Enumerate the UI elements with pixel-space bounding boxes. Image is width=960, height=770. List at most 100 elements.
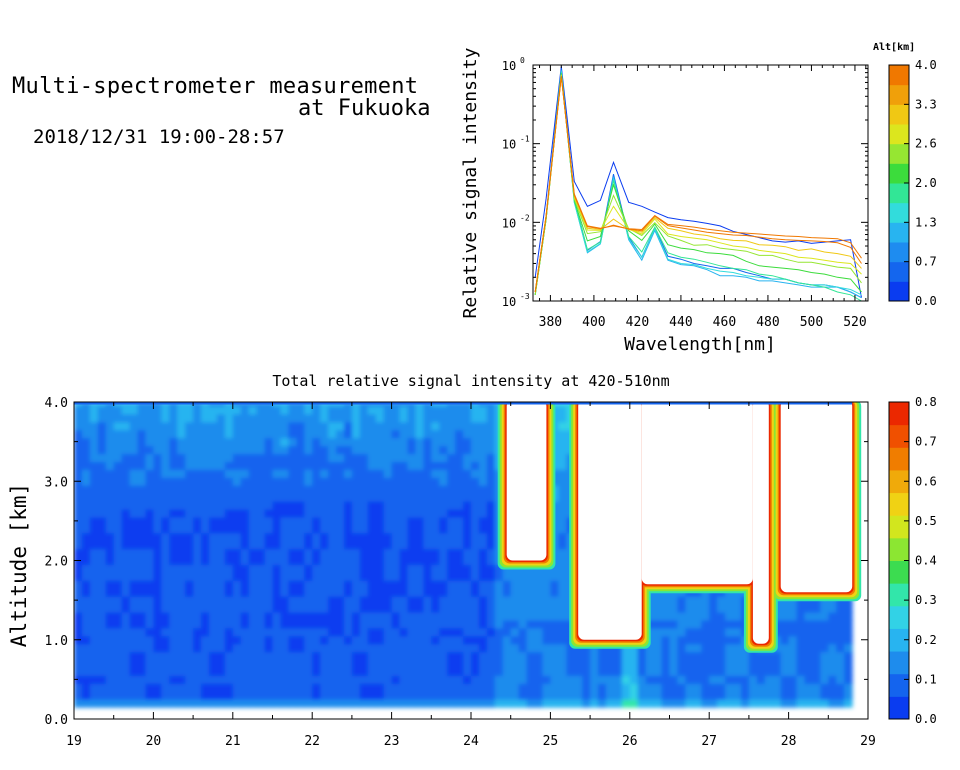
heatmap-cell: [518, 683, 528, 692]
heatmap-cell: [216, 564, 226, 573]
heatmap-cell: [209, 421, 218, 431]
heatmap-cell: [558, 596, 567, 605]
heatmap-cell: [161, 564, 170, 573]
heatmap-cell: [399, 516, 408, 526]
heatmap-cell: [224, 532, 234, 542]
heatmap-cell: [312, 612, 321, 621]
heatmap-cell: [367, 675, 377, 684]
heatmap-cell: [550, 619, 559, 629]
heatmap-cell: [161, 485, 170, 494]
heatmap-cell: [478, 493, 488, 502]
heatmap-cell: [558, 691, 567, 700]
heatmap-cell: [717, 596, 726, 605]
heatmap-cell: [621, 659, 631, 669]
heatmap-cell: [478, 501, 488, 510]
intensity-colorbar: 0.00.10.20.30.40.50.60.70.8: [888, 395, 937, 726]
heatmap-cell: [391, 477, 401, 486]
heatmap-cell: [439, 643, 448, 653]
heatmap-cell: [185, 659, 194, 669]
heatmap-cell: [542, 619, 551, 629]
heatmap-cell: [248, 469, 258, 478]
heatmap-cell: [344, 619, 353, 629]
heatmap-cell: [97, 461, 107, 470]
heatmap-cell: [391, 572, 401, 581]
heatmap-cell: [677, 604, 686, 613]
heatmap-cell: [518, 596, 528, 605]
heatmap-cell: [351, 675, 361, 684]
heatmap-cell: [812, 635, 821, 645]
heatmap-cell: [733, 612, 742, 621]
heatmap-cell: [153, 413, 162, 423]
heatmap-cell: [391, 469, 401, 478]
heatmap-cell: [177, 675, 186, 684]
heatmap-cell: [161, 524, 170, 534]
heatmap-cell: [105, 540, 115, 550]
heatmap-cell: [375, 532, 385, 542]
heatmap-cell: [248, 619, 258, 629]
heatmap-cell: [431, 619, 440, 629]
heatmap-cell: [336, 485, 345, 494]
heatmap-cell: [320, 667, 329, 676]
heatmap-cell: [463, 699, 472, 708]
heatmap-cell: [383, 429, 393, 439]
altitude-colorbar-segment: [889, 281, 909, 302]
heatmap-cell: [344, 643, 353, 653]
heatmap-cell: [185, 429, 194, 439]
heatmap-cell: [526, 619, 536, 629]
heatmap-cell: [455, 604, 464, 613]
heatmap-cell: [121, 635, 131, 645]
heatmap-cell: [113, 429, 123, 439]
heatmap-x-tick-label: 27: [701, 734, 717, 749]
heatmap-cell: [232, 516, 242, 526]
heatmap-cell: [447, 612, 456, 621]
heatmap-cell: [391, 651, 401, 661]
heatmap-cell: [407, 540, 416, 550]
heatmap-cell: [590, 659, 599, 669]
heatmap-cell: [486, 509, 496, 518]
intensity-colorbar-segment: [889, 447, 909, 471]
heatmap-cell: [685, 619, 694, 629]
spectrum-y-tick-label: 10: [502, 295, 516, 309]
heatmap-cell: [224, 406, 234, 415]
heatmap-cell: [248, 548, 258, 558]
heatmap-cell: [169, 548, 178, 558]
heatmap-cell: [177, 437, 186, 447]
heatmap-cell: [780, 612, 790, 621]
heatmap-cell: [137, 643, 146, 653]
heatmap-cell: [613, 651, 623, 661]
heatmap-cell: [224, 516, 234, 526]
intensity-colorbar-tick-label: 0.0: [915, 712, 937, 726]
heatmap-cell: [240, 556, 250, 565]
heatmap-cell: [193, 493, 202, 502]
heatmap-cell: [351, 548, 361, 558]
heatmap-x-tick-label: 23: [384, 734, 400, 749]
heatmap-cell: [399, 461, 408, 470]
heatmap-cell: [439, 532, 448, 542]
heatmap-cell: [534, 667, 543, 676]
heatmap-cell: [407, 516, 416, 526]
heatmap-cell: [502, 675, 512, 684]
heatmap-cell: [637, 699, 647, 708]
heatmap-cell: [224, 604, 234, 613]
heatmap-cell: [177, 445, 186, 455]
heatmap-cell: [471, 540, 480, 550]
heatmap-cell: [240, 612, 250, 621]
heatmap-cell: [486, 406, 496, 415]
heatmap-cell: [224, 580, 234, 589]
heatmap-cell: [288, 612, 297, 621]
heatmap-cell: [351, 564, 361, 573]
heatmap-cell: [550, 691, 559, 700]
heatmap-cell: [161, 516, 170, 526]
heatmap-cell: [344, 421, 353, 431]
heatmap-cell: [336, 548, 345, 558]
heatmap-cell: [264, 619, 274, 629]
heatmap-cell: [129, 429, 139, 439]
heatmap-cell: [351, 627, 361, 637]
heatmap-cell: [177, 564, 186, 573]
heatmap-cell: [455, 572, 464, 581]
heatmap-cell: [328, 485, 337, 494]
heatmap-cell: [344, 469, 353, 478]
heatmap-cell: [280, 675, 289, 684]
heatmap-cell: [447, 532, 456, 542]
heatmap-cell: [81, 675, 91, 684]
